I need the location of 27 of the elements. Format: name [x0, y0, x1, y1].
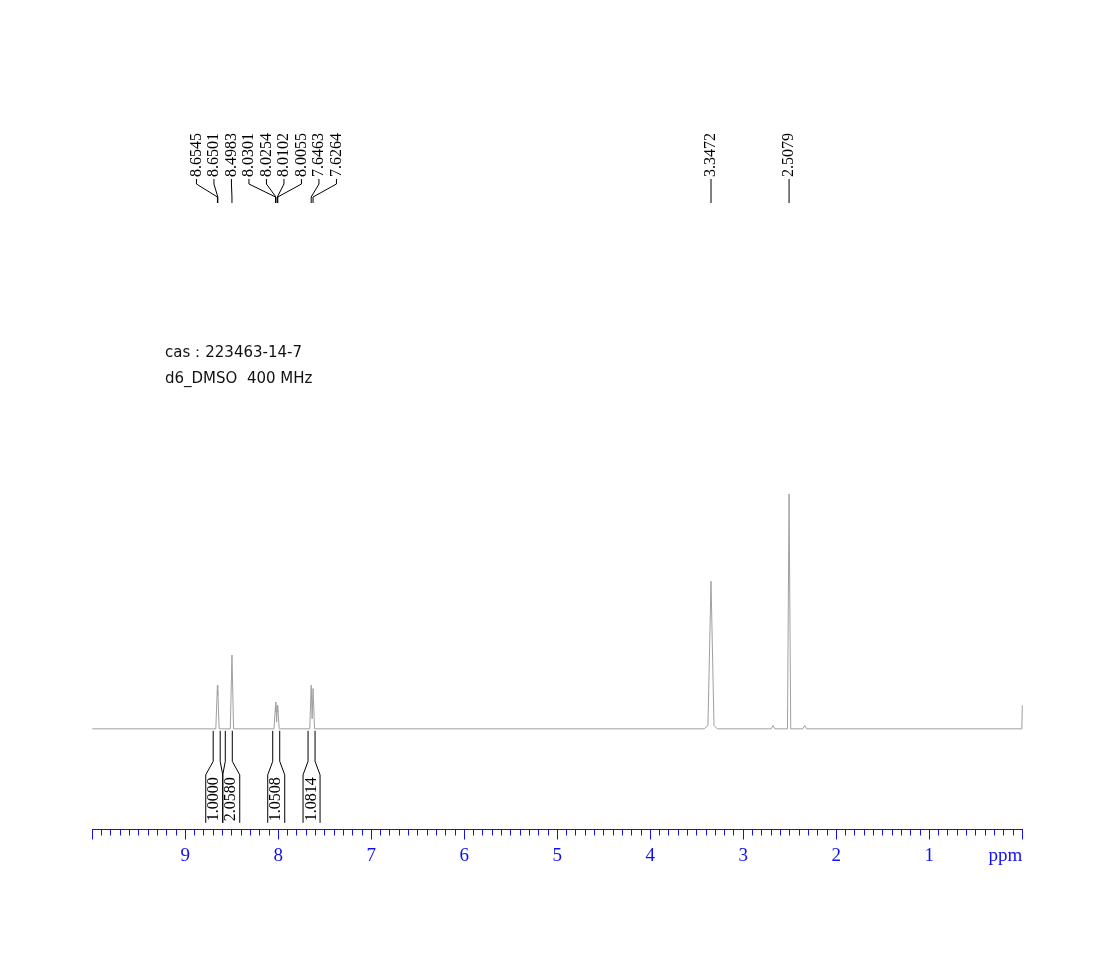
annotation: 8.0254 — [256, 133, 274, 177]
annotation: 8.0102 — [274, 133, 292, 177]
x-tick-label: 7 — [366, 843, 377, 865]
annotation: 1.0814 — [301, 777, 319, 822]
x-tick-label: 1 — [924, 843, 935, 865]
annotation: 1.0000 — [204, 777, 222, 822]
annotation: 8.4983 — [221, 133, 239, 177]
x-axis-title: ppm — [988, 843, 1023, 865]
x-tick-label: 9 — [180, 843, 191, 865]
annotation: 2.0580 — [221, 777, 239, 822]
annotation: 1.0508 — [266, 777, 284, 822]
annotation: 7.6463 — [309, 133, 327, 177]
annotation: 7.6264 — [326, 133, 344, 177]
annotation: 8.0301 — [239, 133, 257, 177]
annotation: 3.3472 — [701, 133, 719, 177]
x-tick-label: 6 — [459, 843, 470, 865]
annotation: 8.0055 — [291, 133, 309, 177]
x-tick-label: 5 — [552, 843, 563, 865]
annotation: 2.5079 — [779, 133, 797, 177]
x-tick-label: 8 — [273, 843, 284, 865]
text: d6_DMSO 400 MHz — [165, 368, 313, 388]
x-tick-label: 3 — [738, 843, 749, 865]
x-tick-label: 2 — [831, 843, 842, 865]
annotation: 8.6501 — [204, 133, 222, 177]
annotation: 8.6545 — [186, 133, 204, 177]
x-tick-label: 4 — [645, 843, 656, 865]
text: cas：223463-14-7 — [165, 342, 302, 361]
